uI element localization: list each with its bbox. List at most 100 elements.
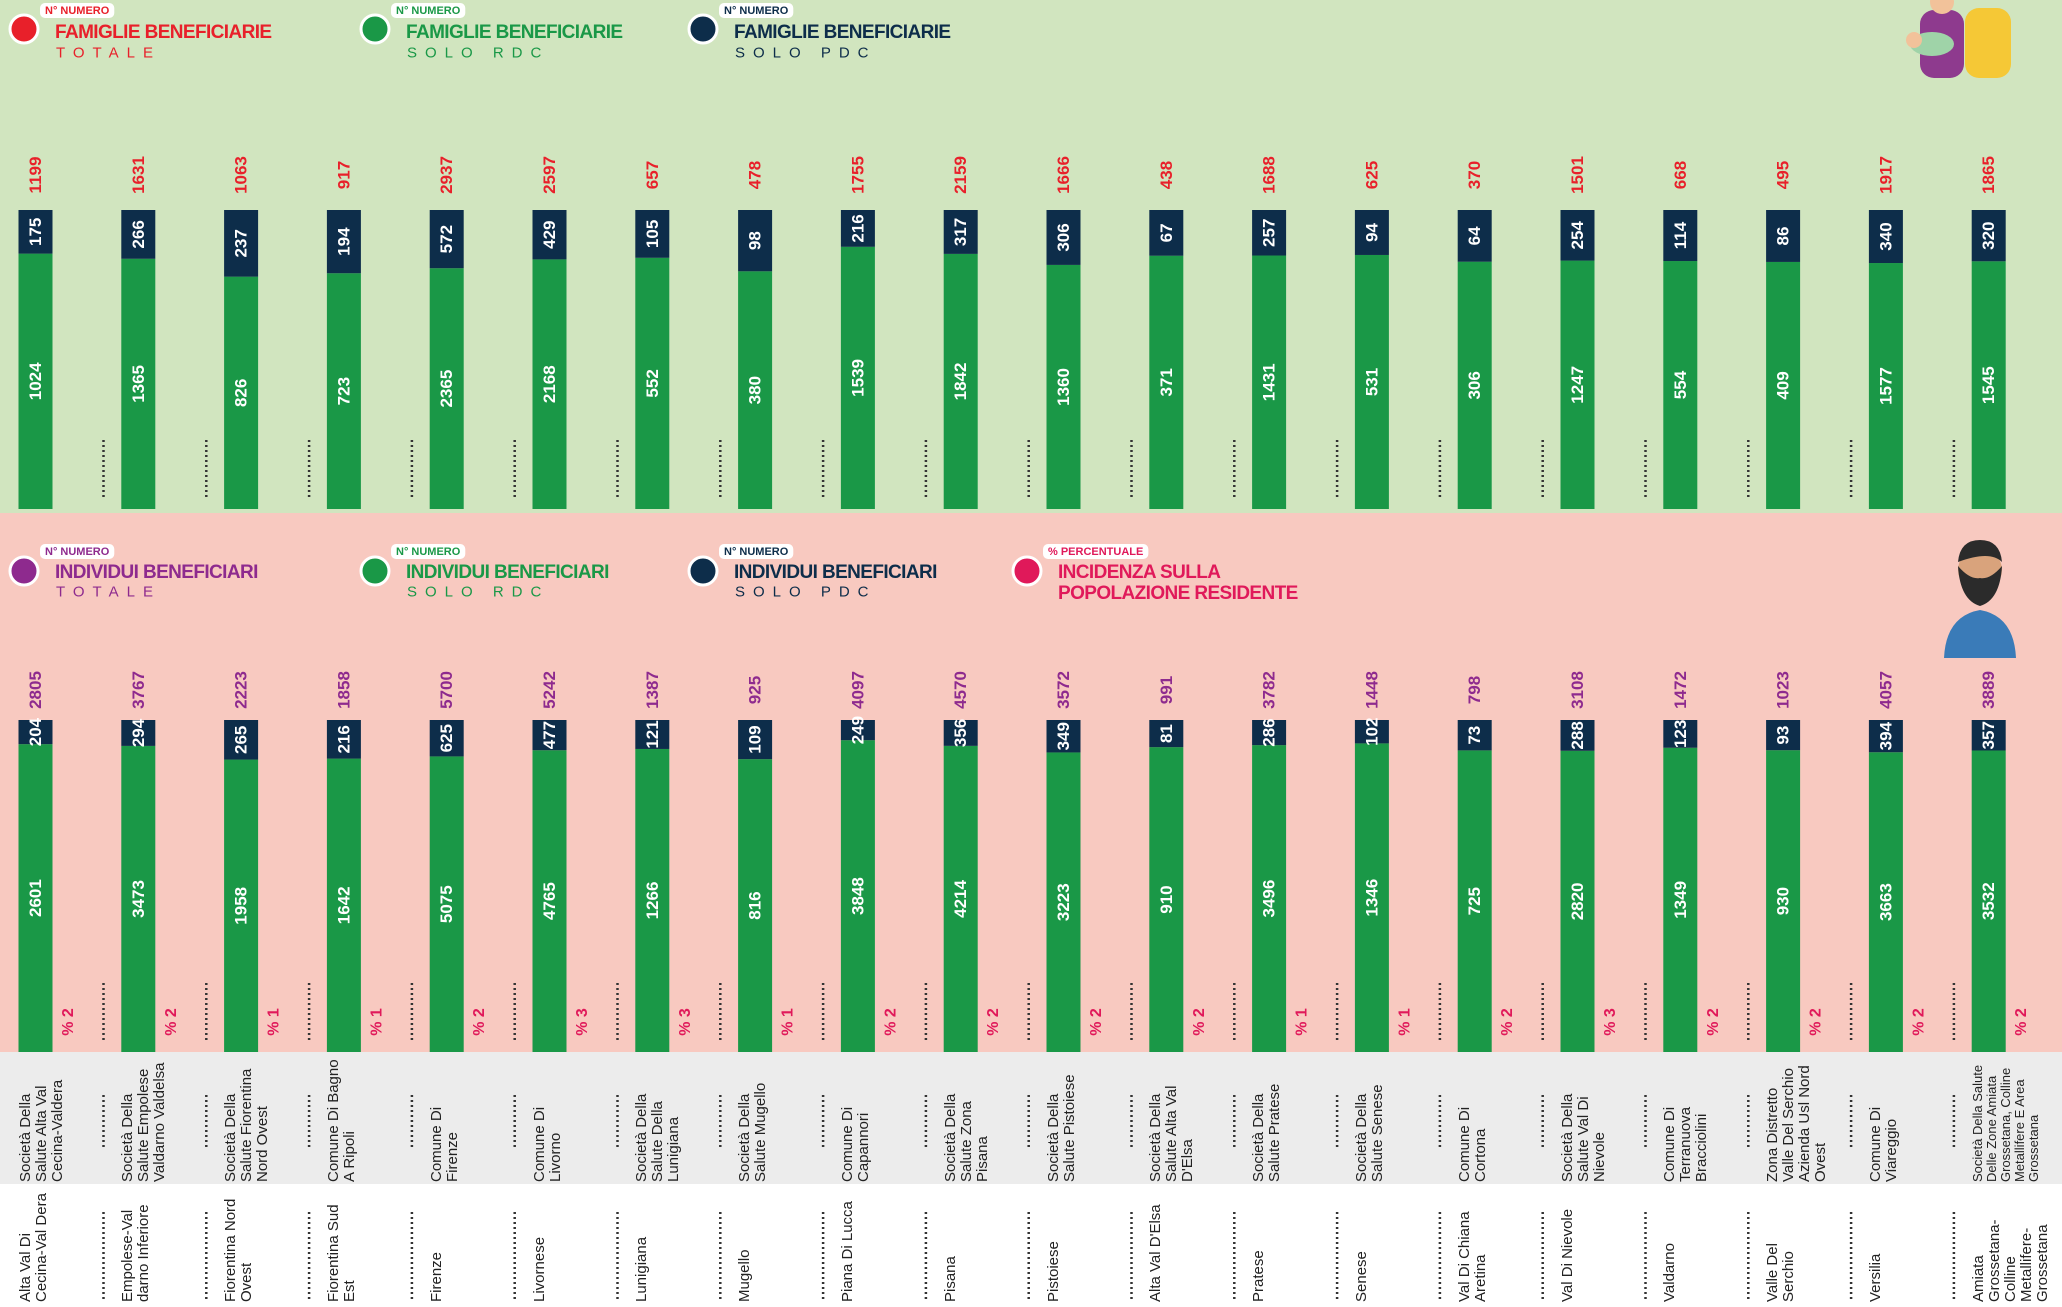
zone-label: Società Della Salute Val Di Nievole bbox=[1560, 1058, 1608, 1182]
rdc-label: 1431 bbox=[1260, 363, 1279, 401]
area-label: Lunigiana bbox=[634, 1190, 650, 1302]
total-label: 3108 bbox=[1568, 671, 1587, 709]
rdc-label: 552 bbox=[643, 369, 662, 397]
rdc-label: 4765 bbox=[540, 882, 559, 920]
rdc-label: 371 bbox=[1157, 368, 1176, 396]
legend-marker bbox=[361, 557, 389, 585]
total-label: 1631 bbox=[129, 156, 148, 194]
rdc-label: 2601 bbox=[26, 879, 45, 917]
rdc-label: 1346 bbox=[1362, 879, 1381, 917]
area-label: Mugello bbox=[737, 1190, 753, 1302]
area-label: Pisana bbox=[943, 1190, 959, 1302]
zone-label: Società Della Salute Pratese bbox=[1251, 1058, 1283, 1182]
pdc-label: 94 bbox=[1362, 222, 1381, 241]
incidence-label: % 2 bbox=[1088, 1008, 1105, 1036]
infographic: N° NUMEROTOTALEN° NUMEROSOLO RDCN° NUMER… bbox=[0, 0, 2062, 1307]
legend-badge: N° NUMERO bbox=[724, 5, 789, 17]
incidence-label: % 2 bbox=[882, 1008, 899, 1036]
area-label: Valle Del Serchio bbox=[1765, 1190, 1797, 1302]
legend-marker bbox=[689, 15, 717, 43]
total-label: 438 bbox=[1157, 161, 1176, 189]
rdc-label: 1247 bbox=[1568, 366, 1587, 404]
total-label: 1063 bbox=[232, 156, 251, 194]
zone-label: Società Della Salute Delle Zone Amiata G… bbox=[1971, 1058, 2041, 1182]
incidence-label: % 2 bbox=[471, 1008, 488, 1036]
rdc-label: 725 bbox=[1465, 887, 1484, 915]
total-label: 370 bbox=[1465, 161, 1484, 189]
incidence-label: % 2 bbox=[985, 1008, 1002, 1036]
pdc-label: 81 bbox=[1157, 724, 1176, 743]
total-label: 925 bbox=[746, 676, 765, 704]
rdc-label: 4214 bbox=[951, 879, 970, 917]
pdc-label: 105 bbox=[643, 220, 662, 248]
legend-title: INCIDENZA SULLA POPOLAZIONE RESIDENTE bbox=[1058, 562, 1333, 604]
incidence-label: % 1 bbox=[1396, 1008, 1413, 1036]
rdc-label: 3848 bbox=[848, 877, 867, 915]
rdc-label: 1539 bbox=[848, 359, 867, 397]
incidence-label: % 1 bbox=[780, 1008, 797, 1036]
total-label: 2223 bbox=[232, 671, 251, 709]
area-label: Pistoiese bbox=[1046, 1190, 1062, 1302]
pdc-label: 294 bbox=[129, 718, 148, 747]
pdc-label: 249 bbox=[848, 716, 867, 744]
rdc-label: 826 bbox=[232, 379, 251, 407]
rdc-label: 816 bbox=[746, 891, 765, 919]
pdc-label: 216 bbox=[334, 725, 353, 753]
rdc-label: 1024 bbox=[26, 362, 45, 400]
total-label: 1666 bbox=[1054, 156, 1073, 194]
rdc-label: 1349 bbox=[1671, 881, 1690, 919]
total-label: 2159 bbox=[951, 156, 970, 194]
rdc-label: 3496 bbox=[1260, 880, 1279, 918]
area-label: Empolese-Val darno Inferiore bbox=[120, 1190, 152, 1302]
zone-label: Società Della Salute Alta Val D'Elsa bbox=[1148, 1058, 1196, 1182]
area-label: Val Di Nievole bbox=[1560, 1190, 1576, 1302]
rdc-label: 1360 bbox=[1054, 368, 1073, 406]
rdc-label: 2365 bbox=[437, 370, 456, 408]
pdc-label: 64 bbox=[1465, 226, 1484, 245]
legend-subtitle: SOLO PDC bbox=[735, 45, 877, 62]
incidence-label: % 1 bbox=[266, 1008, 283, 1036]
total-label: 1199 bbox=[26, 157, 45, 194]
legend-badge: N° NUMERO bbox=[396, 5, 461, 17]
total-label: 5242 bbox=[540, 671, 559, 709]
legend-badge: N° NUMERO bbox=[45, 546, 110, 558]
total-label: 657 bbox=[643, 161, 662, 189]
total-label: 2597 bbox=[540, 156, 559, 194]
pdc-label: 93 bbox=[1774, 726, 1793, 745]
rdc-label: 3663 bbox=[1876, 883, 1895, 921]
pdc-label: 102 bbox=[1362, 718, 1381, 746]
pdc-label: 86 bbox=[1774, 227, 1793, 246]
incidence-label: % 1 bbox=[368, 1008, 385, 1036]
legend-badge: % PERCENTUALE bbox=[1048, 546, 1143, 558]
total-label: 3782 bbox=[1260, 671, 1279, 709]
pdc-label: 67 bbox=[1157, 223, 1176, 242]
total-label: 1865 bbox=[1979, 156, 1998, 194]
zone-label: Zona Distretto Valle Del Serchio Azienda… bbox=[1765, 1058, 1829, 1182]
total-label: 1688 bbox=[1260, 156, 1279, 194]
zone-label: Società Della Salute Senese bbox=[1354, 1058, 1386, 1182]
total-label: 1387 bbox=[643, 671, 662, 709]
rdc-label: 930 bbox=[1774, 887, 1793, 915]
legend-marker bbox=[1013, 557, 1041, 585]
legend-subtitle: SOLO PDC bbox=[735, 584, 877, 601]
pdc-label: 114 bbox=[1671, 221, 1690, 249]
incidence-label: % 2 bbox=[1808, 1008, 1825, 1036]
rdc-label: 1958 bbox=[232, 887, 251, 925]
area-label: Piana Di Lucca bbox=[840, 1190, 856, 1302]
pdc-label: 357 bbox=[1979, 721, 1998, 749]
incidence-label: % 2 bbox=[163, 1008, 180, 1036]
zone-label: Comune Di Cortona bbox=[1457, 1058, 1489, 1182]
zone-band bbox=[0, 1052, 2062, 1184]
legend-title: INDIVIDUI BENEFICIARI bbox=[406, 562, 609, 583]
pdc-label: 216 bbox=[848, 214, 867, 242]
pdc-label: 356 bbox=[951, 719, 970, 747]
legend-badge: N° NUMERO bbox=[45, 5, 110, 17]
legend-marker bbox=[10, 557, 38, 585]
rdc-label: 306 bbox=[1465, 371, 1484, 399]
legend-badge: N° NUMERO bbox=[396, 546, 461, 558]
total-label: 4097 bbox=[848, 671, 867, 709]
legend-subtitle: TOTALE bbox=[56, 584, 161, 601]
total-label: 1448 bbox=[1362, 671, 1381, 709]
total-label: 1858 bbox=[334, 671, 353, 709]
zone-label: Comune Di Firenze bbox=[429, 1058, 461, 1182]
